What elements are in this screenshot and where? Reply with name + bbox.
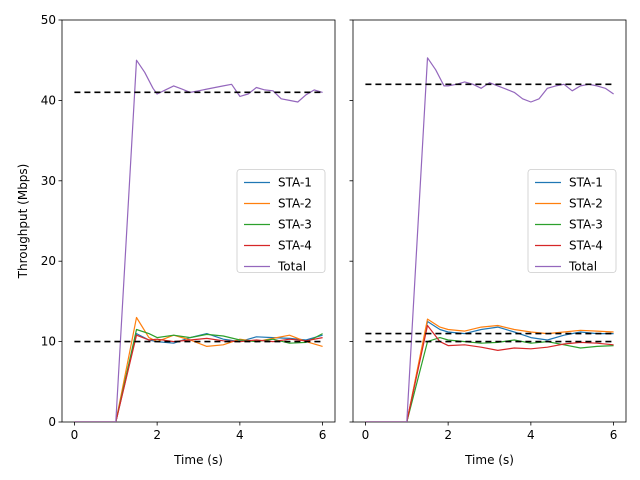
x-tick-label: 0 <box>362 428 370 442</box>
legend-label: Total <box>568 260 597 274</box>
series-line-sta-1 <box>74 333 323 422</box>
legend-label: STA-3 <box>569 218 603 232</box>
x-tick-label: 2 <box>444 428 452 442</box>
y-tick-label: 50 <box>41 13 56 27</box>
y-tick-label: 10 <box>41 335 56 349</box>
x-tick-label: 0 <box>71 428 79 442</box>
series-line-sta-3 <box>74 328 323 422</box>
series-line-sta-4 <box>74 334 323 422</box>
y-tick-label: 30 <box>41 174 56 188</box>
y-tick-label: 20 <box>41 254 56 268</box>
legend-label: STA-1 <box>278 176 312 190</box>
x-axis-label: Time (s) <box>173 453 223 467</box>
legend-frame <box>527 169 617 273</box>
legend-label: STA-1 <box>569 176 603 190</box>
series-line-sta-1 <box>365 320 614 422</box>
axes-frame <box>61 19 336 423</box>
plot-area <box>365 57 614 422</box>
y-tick-label: 40 <box>41 93 56 107</box>
axes-frame <box>352 19 627 423</box>
legend-label: Total <box>277 260 306 274</box>
y-axis-label: Throughput (Mbps) <box>16 164 30 280</box>
x-tick-label: 4 <box>236 428 244 442</box>
legend-label: STA-2 <box>278 197 312 211</box>
legend-label: STA-3 <box>278 218 312 232</box>
legend-label: STA-4 <box>569 239 603 253</box>
legend-label: STA-4 <box>278 239 312 253</box>
x-tick-label: 6 <box>319 428 327 442</box>
legend-frame <box>236 169 326 273</box>
plot-area <box>74 59 323 422</box>
series-line-sta-2 <box>365 318 614 422</box>
y-tick-label: 0 <box>48 415 56 429</box>
left-panel: 0 2 4 6 0 10 20 30 40 50 Time (s) Throughput (Mbps)… <box>16 13 336 467</box>
series-line-sta-2 <box>74 316 323 422</box>
right-panel: 0 2 4 6 Time (s) STA-1 STA-2 STA-3 STA-4 Total <box>349 19 627 467</box>
series-line-total <box>365 57 614 422</box>
x-tick-label: 2 <box>153 428 161 442</box>
series-line-total <box>74 59 323 422</box>
series-line-sta-4 <box>365 324 614 422</box>
x-tick-label: 4 <box>527 428 535 442</box>
legend-label: STA-2 <box>569 197 603 211</box>
x-axis-label: Time (s) <box>464 453 514 467</box>
x-tick-label: 6 <box>610 428 618 442</box>
legend: STA-1 STA-2 STA-3 STA-4 Total <box>527 169 617 274</box>
legend: STA-1 STA-2 STA-3 STA-4 Total <box>236 169 326 274</box>
